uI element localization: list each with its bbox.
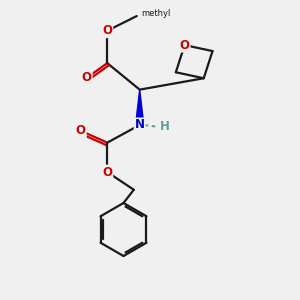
Polygon shape xyxy=(136,90,144,125)
Text: O: O xyxy=(102,166,112,178)
Text: N: N xyxy=(135,118,145,131)
Text: O: O xyxy=(180,39,190,52)
Text: methyl: methyl xyxy=(141,9,170,18)
Text: O: O xyxy=(76,124,86,137)
Text: H: H xyxy=(160,120,170,133)
Text: O: O xyxy=(102,24,112,37)
Text: O: O xyxy=(82,71,92,84)
